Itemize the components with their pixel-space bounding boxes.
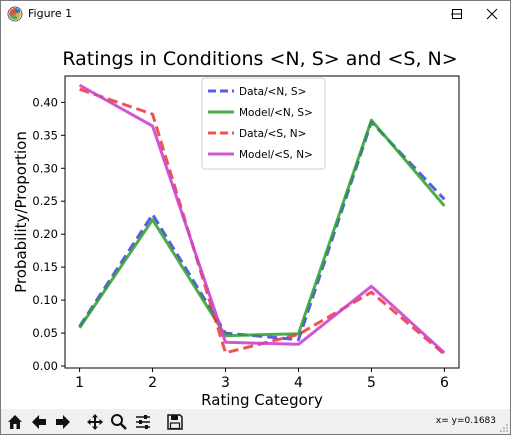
x-tick-label: 3: [221, 375, 230, 391]
home-icon: [7, 414, 22, 429]
maximize-icon: [452, 9, 462, 19]
y-tick-label: 0.40: [32, 95, 58, 109]
home-button[interactable]: [4, 411, 25, 432]
close-button[interactable]: [474, 1, 510, 27]
legend-label: Data/<S, N>: [239, 128, 306, 140]
x-tick-label: 4: [294, 375, 303, 391]
y-tick-label: 0.25: [32, 194, 58, 208]
navigation-toolbar: x= y=0.1683: [1, 409, 510, 434]
maximize-button[interactable]: [439, 1, 475, 27]
zoom-icon: [110, 413, 127, 430]
series-line-2: [78, 118, 446, 338]
y-tick-label: 0.00: [32, 359, 58, 373]
x-tick-label: 5: [367, 375, 376, 391]
y-tick-label: 0.30: [32, 161, 58, 175]
x-tick-label: 1: [75, 375, 84, 391]
x-tick-label: 6: [440, 375, 449, 391]
x-axis-label: Rating Category: [201, 391, 323, 409]
window-title: Figure 1: [28, 7, 73, 20]
cursor-coordinates: x= y=0.1683: [435, 416, 496, 426]
chart-title: Ratings in Conditions <N, S> and <S, N>: [62, 48, 457, 70]
title-bar: Figure 1: [1, 1, 510, 27]
back-button[interactable]: [28, 411, 49, 432]
back-icon: [31, 414, 46, 429]
pan-button[interactable]: [84, 411, 105, 432]
forward-icon: [55, 414, 70, 429]
save-icon: [166, 413, 183, 430]
y-tick-label: 0.20: [32, 227, 58, 241]
legend: Data/<N, S> Model/<N, S> Data/<S, N> Model/…: [201, 77, 326, 170]
configure-icon: [135, 414, 150, 429]
zoom-button[interactable]: [108, 411, 129, 432]
legend-label: Model/<N, S>: [239, 107, 313, 119]
configure-button[interactable]: [132, 411, 153, 432]
series-line-4: [78, 83, 446, 354]
pan-icon: [86, 413, 103, 430]
resize-grip-icon[interactable]: [499, 423, 509, 433]
y-tick-label: 0.05: [32, 326, 58, 340]
y-axis-label: Probability/Proportion: [12, 131, 30, 293]
y-tick-label: 0.35: [32, 128, 58, 142]
close-icon: [486, 8, 498, 20]
figure-canvas: Ratings in Conditions <N, S> and <S, N> …: [1, 27, 510, 409]
forward-button[interactable]: [52, 411, 73, 432]
line-chart: Ratings in Conditions <N, S> and <S, N> …: [12, 48, 460, 409]
legend-label: Data/<N, S>: [239, 86, 306, 98]
y-tick-label: 0.10: [32, 293, 58, 307]
x-tick-label: 2: [148, 375, 157, 391]
y-tick-label: 0.15: [32, 260, 58, 274]
legend-box: [201, 77, 326, 170]
matplotlib-icon: [7, 6, 23, 22]
save-button[interactable]: [164, 411, 185, 432]
legend-label: Model/<S, N>: [239, 149, 313, 161]
